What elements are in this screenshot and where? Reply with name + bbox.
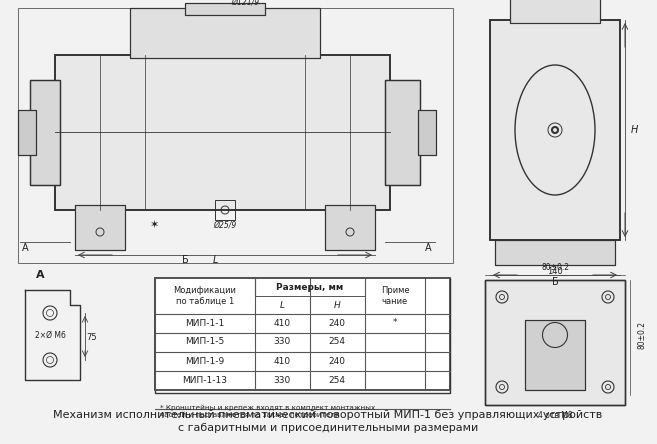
Bar xyxy=(485,280,625,405)
Text: 140: 140 xyxy=(547,267,563,277)
Text: *: * xyxy=(393,318,397,328)
Bar xyxy=(75,205,125,250)
Text: Размеры, мм: Размеры, мм xyxy=(277,282,344,292)
Bar xyxy=(525,320,585,390)
Bar xyxy=(418,110,436,155)
Bar xyxy=(385,80,420,185)
Bar xyxy=(185,3,265,15)
Text: МИП-1-13: МИП-1-13 xyxy=(183,376,227,385)
Bar xyxy=(55,55,390,210)
Bar xyxy=(215,200,235,220)
Bar xyxy=(130,8,320,58)
Text: 410: 410 xyxy=(273,318,290,328)
Bar xyxy=(485,280,625,405)
Text: Механизм исполнительный пневматический поворотный МИП-1 без управляющих устройст: Механизм исполнительный пневматический п… xyxy=(53,410,602,420)
Text: 254: 254 xyxy=(328,337,346,346)
Text: * Кронштейны и крепеж входят в комплект монтажных
частей и поставляются по заказ: * Кронштейны и крепеж входят в комплект … xyxy=(160,404,375,419)
Text: Модификации
по таблице 1: Модификации по таблице 1 xyxy=(173,286,237,306)
Text: 2×Ø M6: 2×Ø M6 xyxy=(35,330,66,340)
Bar xyxy=(30,80,60,185)
Text: 80±0.2: 80±0.2 xyxy=(541,262,569,271)
Bar xyxy=(30,80,60,185)
Text: Б: Б xyxy=(552,277,558,287)
Text: А: А xyxy=(22,243,29,253)
Bar xyxy=(490,20,620,240)
Text: L: L xyxy=(279,301,284,309)
Text: 254: 254 xyxy=(328,376,346,385)
Bar xyxy=(325,205,375,250)
Bar xyxy=(490,20,620,240)
Text: 75: 75 xyxy=(87,333,97,341)
Text: МИП-1-5: МИП-1-5 xyxy=(185,337,225,346)
Text: МИП-1-9: МИП-1-9 xyxy=(185,357,225,365)
Text: 240: 240 xyxy=(328,318,346,328)
Bar xyxy=(185,3,265,15)
Text: А: А xyxy=(425,243,432,253)
Text: 4 отв M8: 4 отв M8 xyxy=(537,411,572,420)
Text: 330: 330 xyxy=(273,337,290,346)
Text: H: H xyxy=(630,125,638,135)
Text: H: H xyxy=(334,301,340,309)
Text: А: А xyxy=(35,270,44,280)
Text: Приме
чание: Приме чание xyxy=(380,286,409,306)
Text: МИП-1-1: МИП-1-1 xyxy=(185,318,225,328)
Bar xyxy=(495,240,615,265)
Bar xyxy=(525,320,585,390)
Text: 80±0.2: 80±0.2 xyxy=(637,321,646,349)
Text: Б: Б xyxy=(181,255,189,265)
Bar xyxy=(18,8,453,263)
Bar xyxy=(495,240,615,265)
Bar xyxy=(130,8,320,58)
Bar xyxy=(510,0,600,23)
Bar xyxy=(385,80,420,185)
Bar xyxy=(510,0,600,23)
Bar xyxy=(18,110,36,155)
Text: ✶: ✶ xyxy=(150,220,160,230)
Text: с габаритными и присоединительными размерами: с габаритными и присоединительными разме… xyxy=(178,423,478,433)
Bar xyxy=(55,55,390,210)
Bar xyxy=(75,205,125,250)
Bar xyxy=(18,110,36,155)
Text: Ø121/9: Ø121/9 xyxy=(231,0,259,7)
Text: 410: 410 xyxy=(273,357,290,365)
Text: Ø25/9: Ø25/9 xyxy=(214,221,237,230)
Bar xyxy=(155,278,450,390)
Text: 330: 330 xyxy=(273,376,290,385)
Text: L: L xyxy=(212,255,217,265)
Text: 240: 240 xyxy=(328,357,346,365)
Bar xyxy=(418,110,436,155)
Bar xyxy=(325,205,375,250)
Bar xyxy=(155,278,450,393)
